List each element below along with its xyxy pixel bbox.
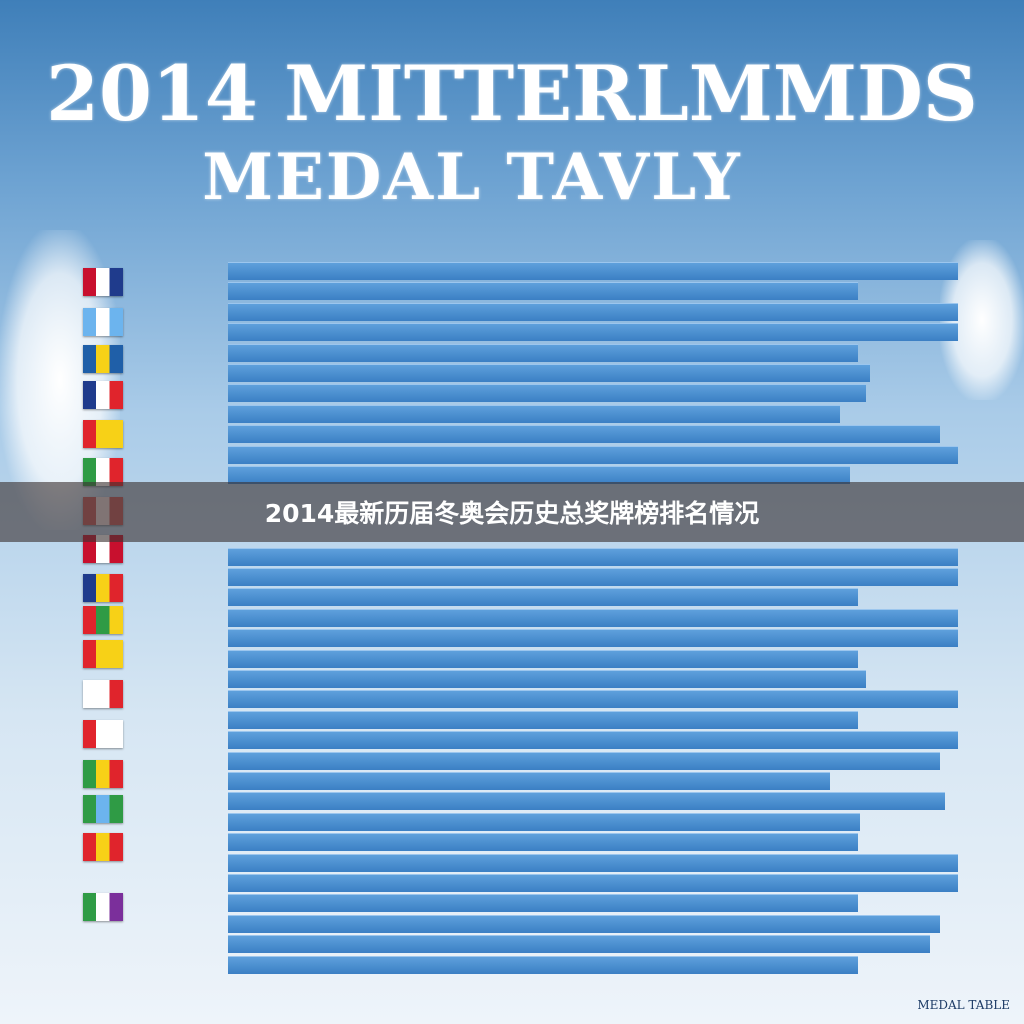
medal-bar [228, 404, 840, 423]
medal-bar [228, 445, 958, 464]
footer-text: MEDAL TABLE [917, 998, 1010, 1012]
medal-bar [228, 649, 858, 668]
medal-bar [228, 425, 940, 444]
country-flag-icon [83, 381, 123, 409]
poster-title-line1: 2014 MITTERLMMDS [46, 49, 978, 138]
medal-bar [228, 853, 958, 872]
medal-bar [228, 608, 958, 627]
medal-bar [228, 812, 860, 831]
medal-bar [228, 629, 958, 648]
country-flag-icon [83, 795, 123, 823]
medal-bar [228, 323, 958, 342]
medal-bar [228, 302, 958, 321]
medal-bar [228, 710, 858, 729]
country-flag-icon [83, 345, 123, 373]
medal-bar [228, 751, 940, 770]
country-flag-icon [83, 833, 123, 861]
medal-bar [228, 894, 858, 913]
medal-bar [228, 670, 866, 688]
country-flag-icon [83, 268, 123, 296]
medal-bar [228, 466, 850, 484]
medal-bar [228, 343, 858, 362]
medal-bar [228, 833, 858, 852]
medal-bar [228, 588, 858, 607]
medal-bar [228, 874, 958, 892]
medal-bar [228, 282, 858, 301]
poster-title-line2: MEDAL TAVLY [202, 140, 742, 215]
country-flag-icon [83, 640, 123, 668]
country-flag-icon [83, 760, 123, 788]
country-flag-icon [83, 680, 123, 708]
country-flag-icon [83, 720, 123, 748]
medal-bar [228, 568, 958, 586]
country-flag-icon [83, 308, 123, 336]
medal-bar [228, 547, 958, 566]
medal-bar [228, 364, 870, 382]
country-flag-icon [83, 574, 123, 602]
country-flag-icon [83, 606, 123, 634]
medal-bar [228, 772, 830, 790]
country-flag-icon [83, 420, 123, 448]
country-flag-icon [83, 458, 123, 486]
medal-bar [228, 690, 958, 709]
medal-bar [228, 935, 930, 954]
medal-bar [228, 792, 945, 811]
medal-bar [228, 384, 866, 403]
medal-bar [228, 262, 958, 280]
caption-text: 2014最新历届冬奥会历史总奖牌榜排名情况 [264, 499, 760, 528]
country-flag-icon [83, 893, 123, 921]
caption-banner: 2014最新历届冬奥会历史总奖牌榜排名情况 [0, 482, 1024, 542]
medal-bar [228, 955, 858, 974]
medal-bar [228, 914, 940, 933]
medal-bar [228, 731, 958, 750]
